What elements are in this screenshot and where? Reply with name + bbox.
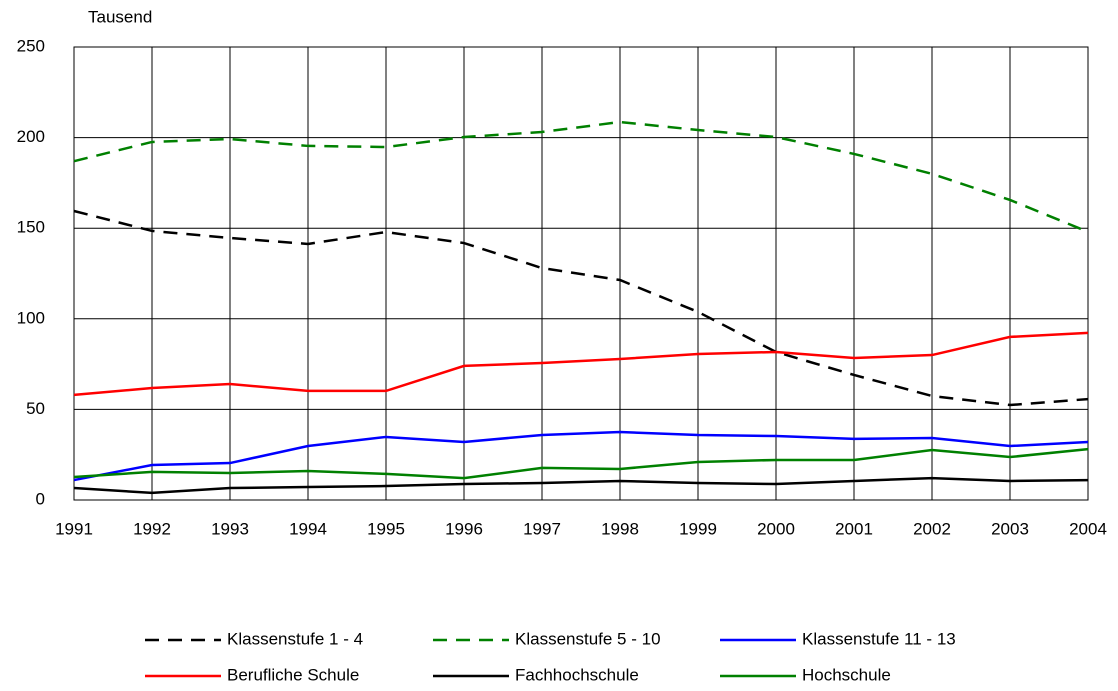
y-tick-label: 200 — [17, 127, 45, 146]
x-tick-label: 2004 — [1069, 519, 1107, 538]
series-line — [73, 209, 1089, 407]
legend-label: Berufliche Schule — [227, 665, 359, 684]
x-tick-label: 1995 — [367, 519, 405, 538]
x-tick-label: 2002 — [913, 519, 951, 538]
series-line — [73, 476, 1089, 495]
y-axis-label: Tausend — [88, 7, 152, 26]
x-tick-label: 1999 — [679, 519, 717, 538]
x-tick-label: 1992 — [133, 519, 171, 538]
x-tick-label: 2003 — [991, 519, 1029, 538]
series-line — [73, 447, 1089, 480]
y-tick-label: 250 — [17, 36, 45, 55]
x-tick-label: 1991 — [55, 519, 93, 538]
y-tick-label: 150 — [17, 218, 45, 237]
y-tick-label: 0 — [36, 489, 45, 508]
legend-label: Klassenstufe 5 - 10 — [515, 629, 661, 648]
legend-label: Hochschule — [802, 665, 891, 684]
y-tick-label: 50 — [26, 399, 45, 418]
y-tick-label: 100 — [17, 308, 45, 327]
series-line — [73, 430, 1089, 482]
x-tick-label: 1996 — [445, 519, 483, 538]
x-tick-label: 1998 — [601, 519, 639, 538]
x-tick-label: 2001 — [835, 519, 873, 538]
x-tick-label: 1997 — [523, 519, 561, 538]
x-tick-label: 1993 — [211, 519, 249, 538]
legend-label: Fachhochschule — [515, 665, 639, 684]
series-line — [73, 331, 1089, 397]
legend-label: Klassenstufe 1 - 4 — [227, 629, 363, 648]
series-line — [73, 120, 1089, 233]
legend-label: Klassenstufe 11 - 13 — [802, 629, 956, 648]
x-tick-label: 2000 — [757, 519, 795, 538]
x-tick-label: 1994 — [289, 519, 327, 538]
